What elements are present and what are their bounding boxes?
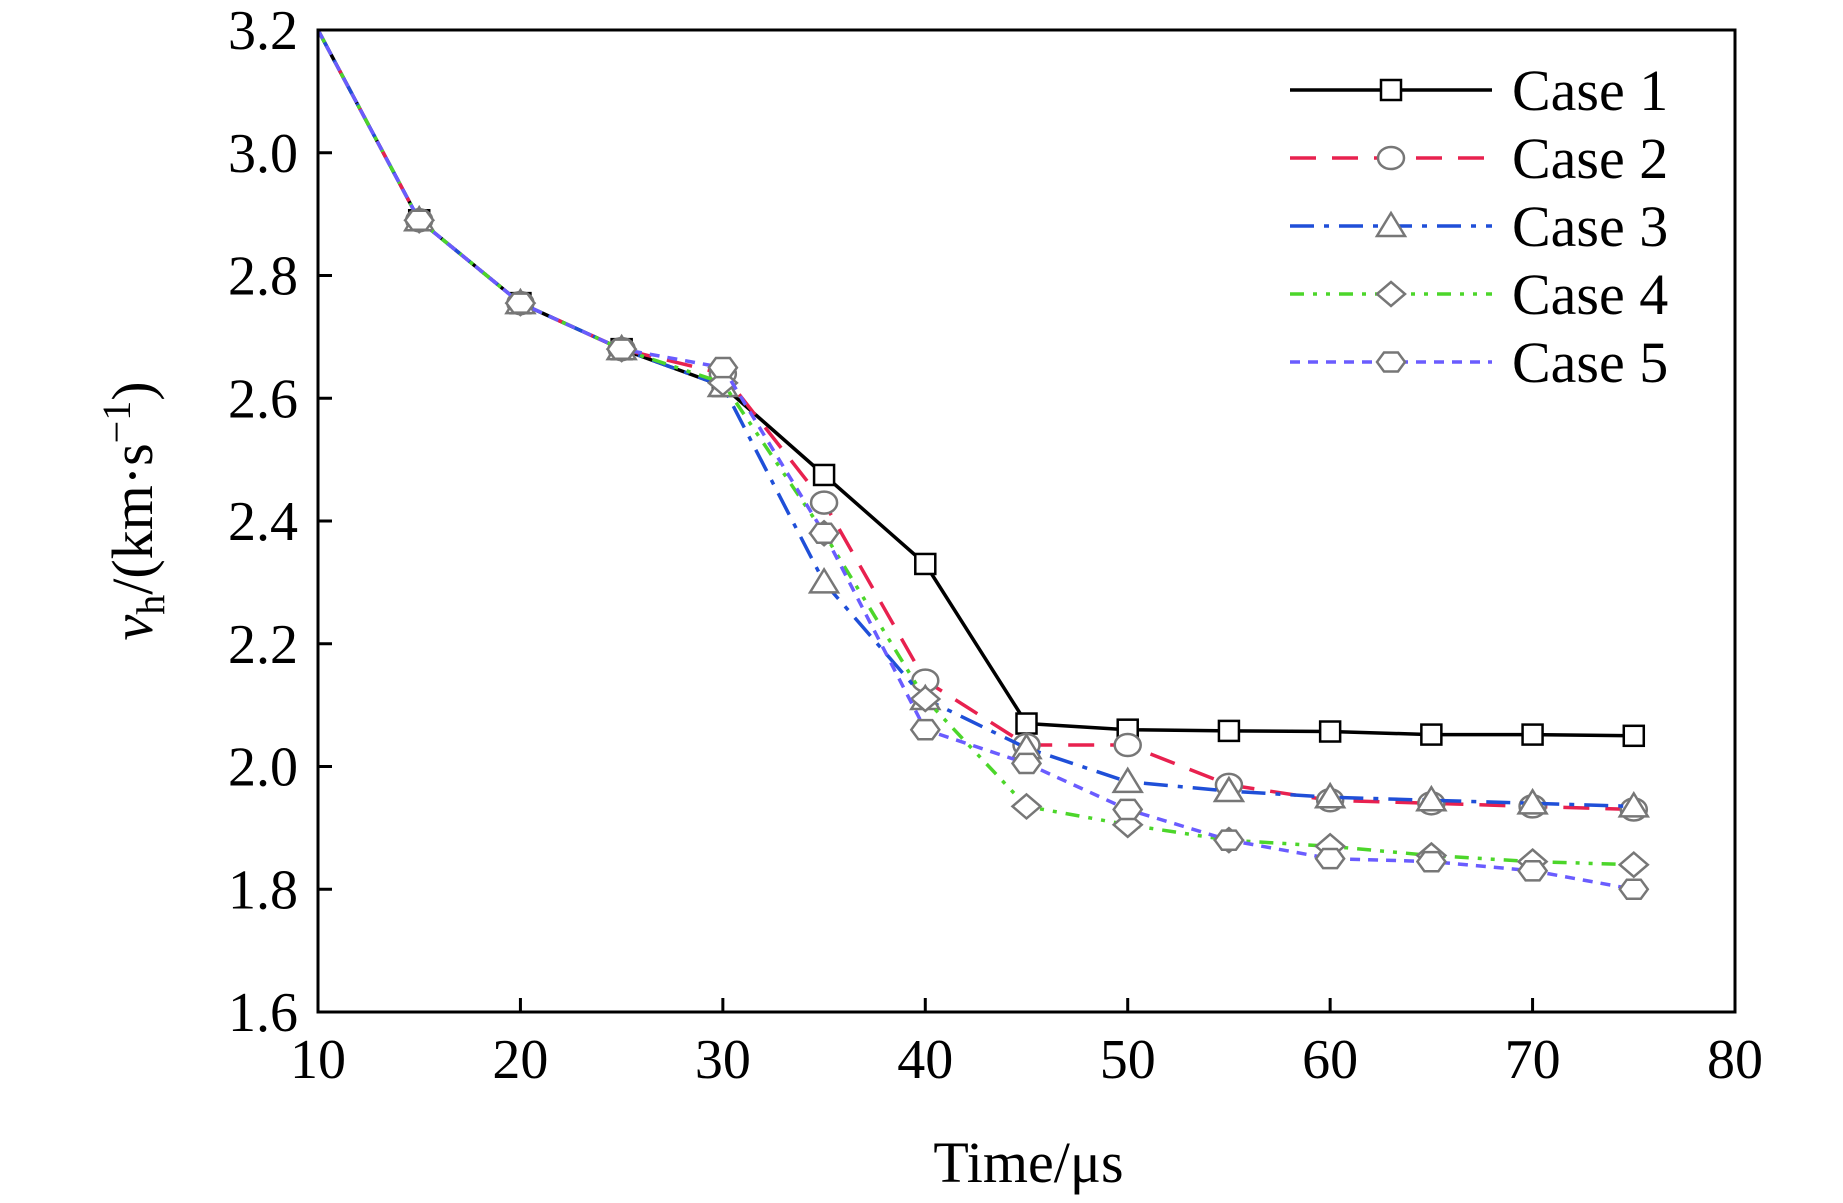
data-point <box>1313 781 1347 809</box>
x-tick-label: 40 <box>897 1029 953 1091</box>
data-point <box>1517 860 1549 882</box>
series-line <box>316 29 1634 809</box>
data-point <box>1314 847 1346 870</box>
data-point <box>914 552 937 576</box>
data-point <box>909 685 942 713</box>
x-tick-label: 20 <box>492 1029 548 1091</box>
data-point <box>909 718 941 741</box>
data-point <box>1521 723 1544 746</box>
series-1 <box>316 29 1646 748</box>
y-tick-label: 1.6 <box>228 982 298 1044</box>
x-tick-label: 50 <box>1100 1029 1156 1091</box>
legend-marker <box>1374 210 1408 238</box>
data-point <box>1015 712 1038 735</box>
data-point <box>403 209 435 232</box>
y-axis-label-sub: h <box>128 595 173 615</box>
series-line <box>316 29 1634 812</box>
series-line <box>316 29 1634 738</box>
y-axis-label: vh/(km·s−1) <box>94 381 173 640</box>
data-point <box>1212 775 1246 803</box>
x-tick-label: 80 <box>1707 1029 1763 1091</box>
legend-label: Case 5 <box>1512 330 1668 395</box>
y-tick-label: 2.4 <box>228 491 298 553</box>
y-axis-label-mid: /(km·s <box>100 443 165 594</box>
y-tick-label: 2.2 <box>228 614 298 676</box>
data-point <box>707 356 739 379</box>
data-point <box>1415 850 1447 873</box>
data-point <box>1318 720 1342 743</box>
data-point <box>1420 723 1443 746</box>
data-point <box>807 566 841 594</box>
x-axis: 10 20 30 40 50 60 70 80 <box>290 998 1763 1091</box>
data-point <box>606 338 638 360</box>
y-tick-label: 2.0 <box>228 737 298 799</box>
data-point <box>809 490 839 515</box>
data-point <box>1113 732 1142 758</box>
data-point <box>1111 766 1144 794</box>
series-4 <box>316 29 1650 879</box>
data-point <box>1213 829 1245 851</box>
x-tick-label: 60 <box>1302 1029 1358 1091</box>
y-tick-label: 3.0 <box>228 123 298 185</box>
x-axis-label: Time/μs <box>933 1130 1123 1195</box>
series-line <box>316 29 1635 892</box>
series-2 <box>316 29 1649 822</box>
x-tick-label: 10 <box>290 1029 346 1091</box>
data-point <box>1217 719 1241 743</box>
data-point <box>1010 792 1043 821</box>
y-axis: 1.6 1.8 2.0 2.2 2.4 2.6 2.8 3.0 3.2 <box>228 0 332 1044</box>
legend-label: Case 4 <box>1512 262 1668 327</box>
x-tick-label: 30 <box>695 1029 751 1091</box>
data-point <box>1622 724 1646 748</box>
series-layer <box>316 29 1651 901</box>
legend-marker <box>1379 78 1403 102</box>
data-point <box>1617 790 1651 818</box>
data-point <box>1112 798 1144 821</box>
data-point <box>1010 752 1043 775</box>
series-line <box>316 29 1634 867</box>
series-5 <box>316 29 1650 901</box>
x-tick-label: 70 <box>1505 1029 1561 1091</box>
legend-label: Case 1 <box>1512 58 1668 123</box>
y-axis-label-end: ) <box>100 381 165 400</box>
legend-marker <box>1375 351 1407 373</box>
legend-label: Case 2 <box>1512 126 1668 191</box>
y-tick-label: 3.2 <box>228 0 298 62</box>
legend-marker <box>1375 280 1407 308</box>
data-point <box>1415 784 1448 812</box>
data-point <box>808 522 840 545</box>
legend-marker <box>1376 145 1406 171</box>
data-point <box>1618 878 1650 901</box>
data-point <box>504 292 536 314</box>
y-tick-label: 2.6 <box>228 368 298 430</box>
data-point <box>1516 787 1549 815</box>
series-3 <box>316 29 1651 818</box>
data-point <box>1617 851 1650 879</box>
y-tick-label: 2.8 <box>228 246 298 308</box>
legend-label: Case 3 <box>1512 194 1668 259</box>
y-tick-label: 1.8 <box>228 859 298 921</box>
y-axis-label-sup: −1 <box>94 401 139 444</box>
y-axis-label-var: v <box>100 615 165 641</box>
data-point <box>812 463 836 487</box>
